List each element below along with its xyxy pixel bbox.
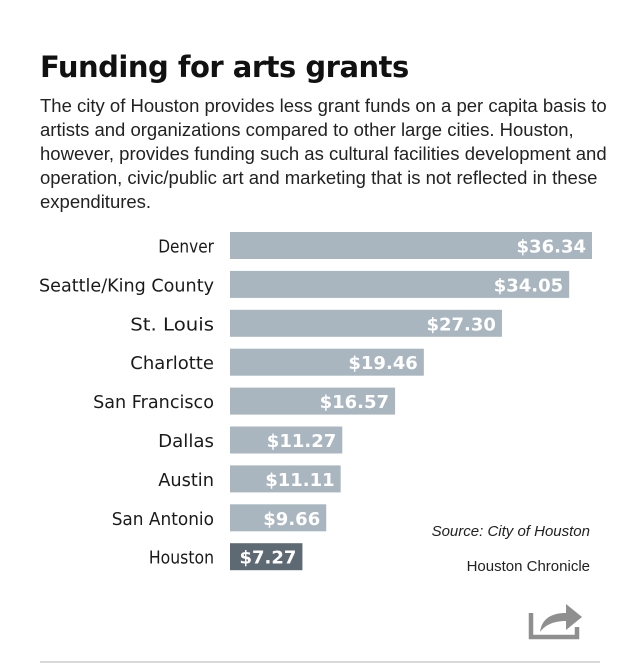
- category-label: St. Louis: [130, 314, 214, 335]
- category-label: San Francisco: [93, 392, 214, 413]
- bar-st-louis: [230, 309, 502, 337]
- source-note: Source: City of Houston: [431, 523, 590, 540]
- bar-austin: [230, 465, 341, 493]
- value-label: $7.27: [239, 548, 296, 569]
- chart-title: Funding for arts grants: [40, 50, 409, 84]
- value-label: $36.34: [517, 237, 586, 258]
- value-label: $34.05: [494, 275, 563, 296]
- value-label: $16.57: [320, 392, 389, 413]
- value-label: $11.27: [267, 431, 336, 452]
- value-label: $27.30: [426, 314, 495, 335]
- category-label: Charlotte: [130, 353, 214, 374]
- bar-denver: [230, 232, 592, 259]
- bar-seattle-king-county: [230, 270, 570, 298]
- publisher-credit: Houston Chronicle: [466, 558, 590, 575]
- category-label: Austin: [158, 470, 214, 491]
- bar-san-francisco: [230, 387, 396, 415]
- bar-dallas: [230, 426, 343, 454]
- bar-houston: [230, 543, 303, 571]
- category-label: Denver: [158, 237, 214, 258]
- category-label: Houston: [149, 548, 214, 569]
- chart-subtitle: The city of Houston provides less grant …: [40, 95, 607, 212]
- value-label: $9.66: [263, 509, 320, 530]
- bottom-divider: [40, 661, 600, 663]
- value-label: $19.46: [348, 353, 417, 374]
- share-button[interactable]: [528, 600, 584, 640]
- category-label: Seattle/King County: [39, 275, 214, 296]
- value-label: $11.11: [265, 470, 334, 491]
- share-icon: [528, 604, 582, 640]
- bar-san-antonio: [230, 504, 327, 532]
- bar-chart: Denver $36.34 Seattle/King County $34.05 St.…: [39, 232, 592, 571]
- bar-charlotte: [230, 348, 424, 376]
- category-label: San Antonio: [112, 509, 214, 530]
- category-label: Dallas: [158, 431, 214, 452]
